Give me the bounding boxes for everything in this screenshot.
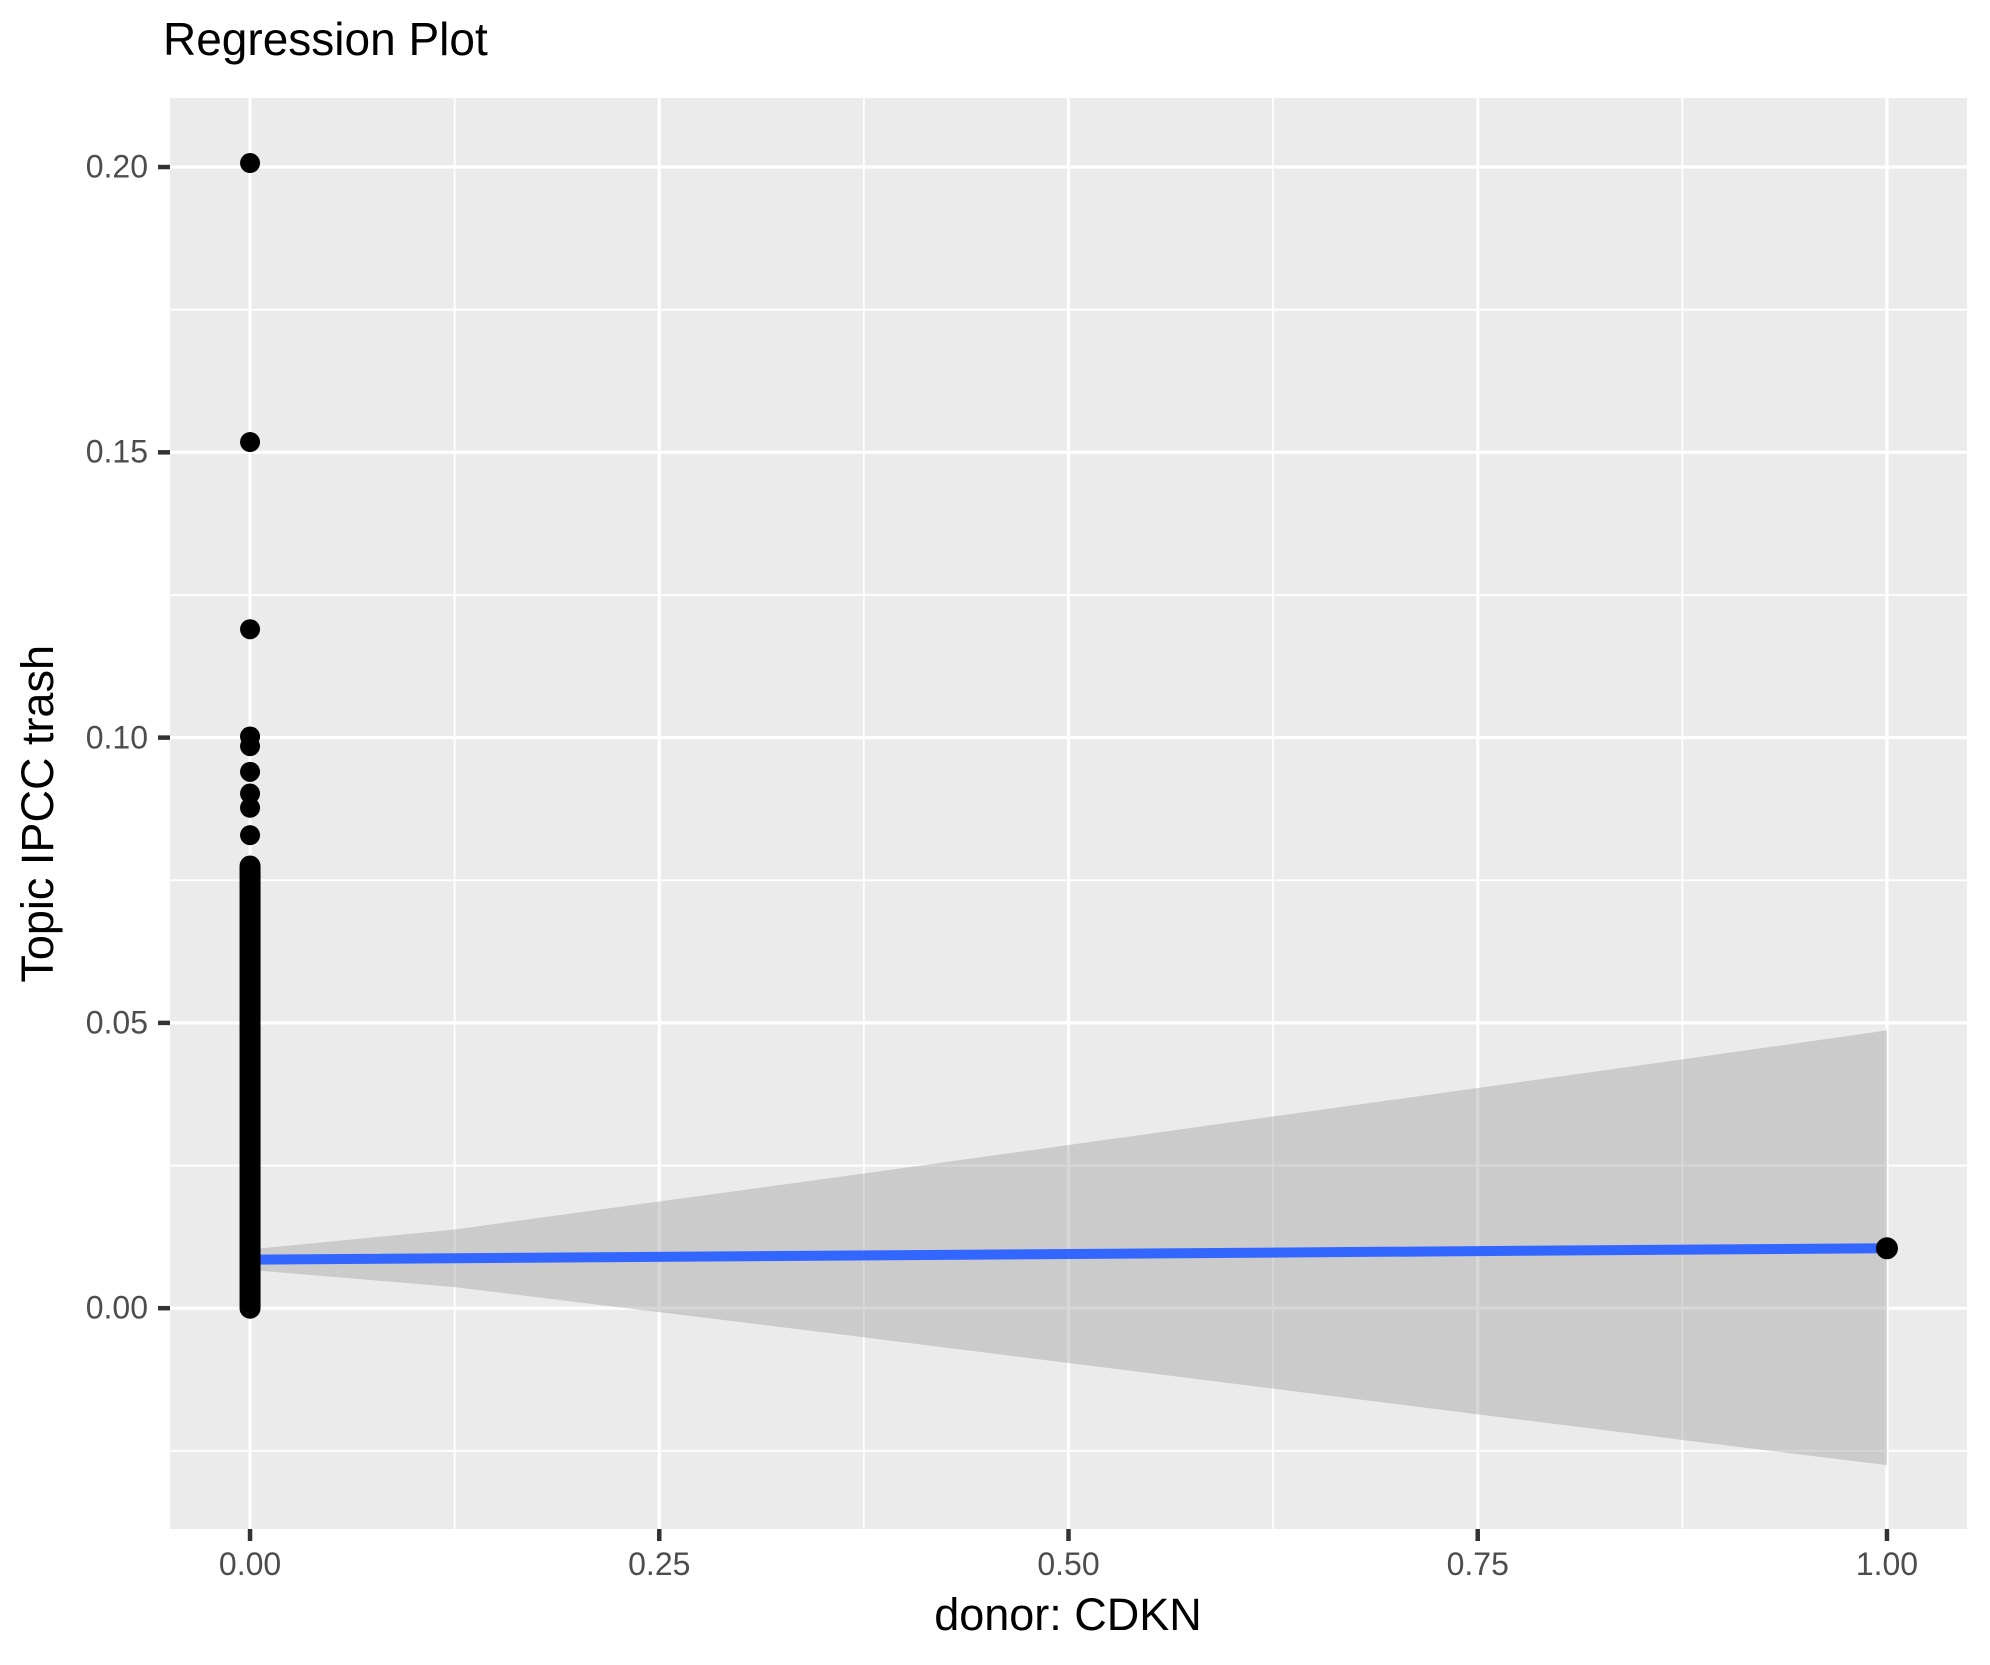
y-tick-label: 0.10 bbox=[85, 719, 148, 756]
x-axis-title: donor: CDKN bbox=[934, 1589, 1202, 1640]
y-tick-label: 0.15 bbox=[85, 433, 148, 470]
x-tick-label: 0.00 bbox=[218, 1546, 282, 1582]
plot-title: Regression Plot bbox=[163, 13, 488, 65]
x-tick-label: 0.50 bbox=[1037, 1546, 1100, 1582]
x-tick-label: 0.75 bbox=[1446, 1546, 1509, 1582]
y-tick-label: 0.05 bbox=[85, 1004, 148, 1041]
y-tick-label: 0.20 bbox=[85, 148, 148, 185]
x-tick-label: 0.25 bbox=[628, 1546, 691, 1582]
x-tick-label: 1.00 bbox=[1855, 1546, 1919, 1582]
y-tick-label: 0.00 bbox=[85, 1289, 148, 1326]
